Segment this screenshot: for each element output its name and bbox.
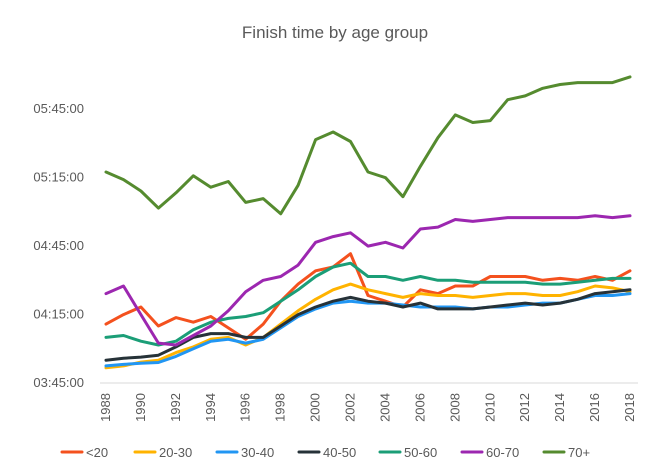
series-line-30-40 xyxy=(104,292,632,368)
y-tick-label: 04:15:00 xyxy=(33,307,84,322)
series-line-20-30 xyxy=(104,282,632,370)
series-line-70 xyxy=(104,75,632,216)
x-tick-label: 2004 xyxy=(377,393,392,422)
series-line-40-50 xyxy=(104,288,632,362)
legend-label: 60-70 xyxy=(486,445,519,460)
x-tick-label: 2006 xyxy=(412,393,427,422)
legend-label: 70+ xyxy=(568,445,590,460)
x-tick-label: 2000 xyxy=(308,393,323,422)
x-tick-label: 2018 xyxy=(622,393,637,422)
legend-label: <20 xyxy=(86,445,108,460)
y-tick-label: 05:45:00 xyxy=(33,101,84,116)
legend-label: 50-60 xyxy=(404,445,437,460)
y-tick-label: 04:45:00 xyxy=(33,238,84,253)
y-axis: 03:45:00 04:15:00 04:45:00 05:15:00 05:45:00 xyxy=(33,101,84,390)
x-tick-label: 1992 xyxy=(168,393,183,422)
x-tick-label: 2014 xyxy=(552,393,567,422)
legend-label: 40-50 xyxy=(323,445,356,460)
x-tick-label: 1998 xyxy=(273,393,288,422)
x-tick-label: 1988 xyxy=(98,393,113,422)
x-tick-label: 1996 xyxy=(238,393,253,422)
x-tick-label: 2002 xyxy=(343,393,358,422)
x-tick-label: 2010 xyxy=(482,393,497,422)
legend-label: 20-30 xyxy=(159,445,192,460)
series-line-60-70 xyxy=(104,214,632,347)
chart-title: Finish time by age group xyxy=(242,23,428,42)
x-tick-label: 2012 xyxy=(517,393,532,422)
x-tick-label: 1994 xyxy=(203,393,218,422)
series-line-50-60 xyxy=(104,261,632,347)
x-tick-label: 2008 xyxy=(447,393,462,422)
x-axis: 1988 1990 1992 1994 1996 1998 2000 2002 2004 2006… xyxy=(98,393,637,422)
x-tick-label: 1990 xyxy=(133,393,148,422)
x-tick-label: 2016 xyxy=(587,393,602,422)
y-tick-label: 05:15:00 xyxy=(33,170,84,185)
legend: <20 20-30 30-40 40-50 50-60 60-70 70+ xyxy=(60,445,590,460)
series-line-20 xyxy=(104,252,632,341)
y-tick-label: 03:45:00 xyxy=(33,375,84,390)
legend-label: 30-40 xyxy=(241,445,274,460)
series-lines xyxy=(104,75,632,370)
